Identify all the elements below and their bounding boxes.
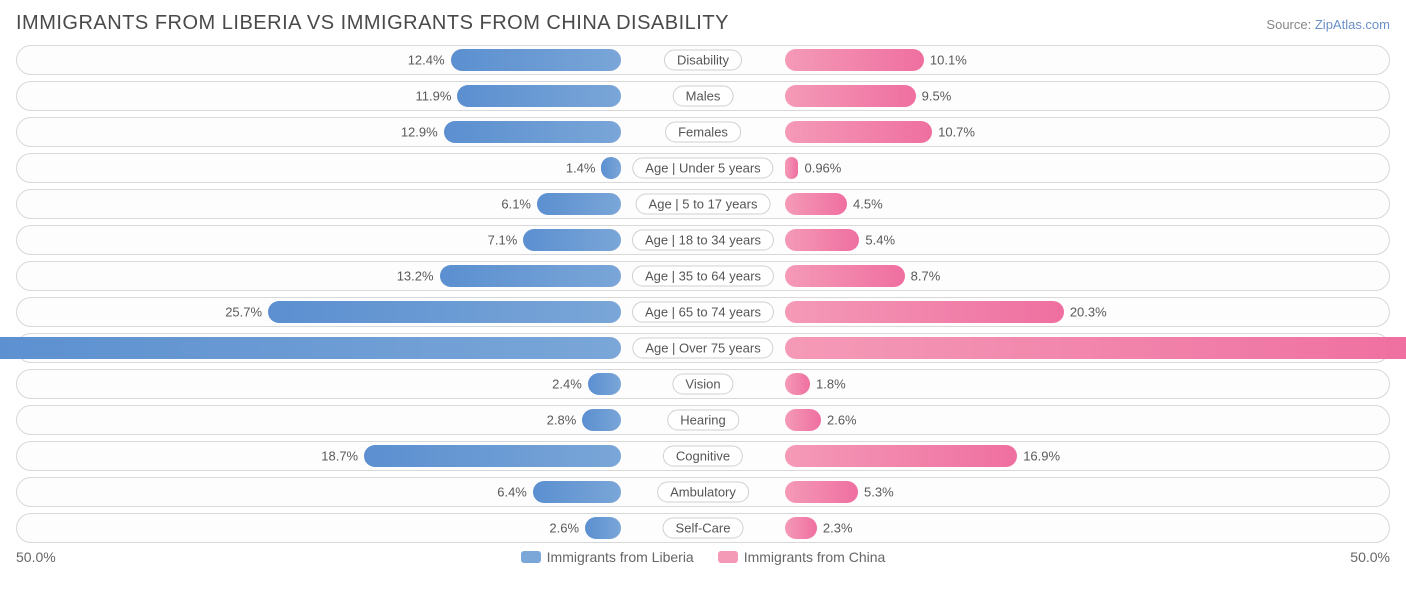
chart-row: 48.1%46.3%Age | Over 75 years [16, 333, 1390, 363]
value-right: 1.8% [816, 377, 846, 392]
bar-right [785, 409, 821, 431]
bar-right [785, 373, 810, 395]
chart-row: 12.9% 10.7% Females [16, 117, 1390, 147]
bar-right [785, 517, 817, 539]
value-left: 6.1% [501, 197, 531, 212]
value-left: 11.9% [416, 89, 452, 104]
bar-left [533, 481, 621, 503]
legend-swatch-left [521, 551, 541, 563]
value-left: 2.6% [549, 521, 579, 536]
bar-left [364, 445, 621, 467]
value-left: 7.1% [488, 233, 518, 248]
source-label: Source: [1266, 17, 1311, 32]
bar-right [785, 157, 798, 179]
bar-right [785, 445, 1017, 467]
chart-row: 6.1% 4.5% Age | 5 to 17 years [16, 189, 1390, 219]
bar-left [0, 337, 621, 359]
bar-left [585, 517, 621, 539]
category-label: Age | 5 to 17 years [636, 194, 771, 215]
bar-left [523, 229, 620, 251]
chart-source: Source: ZipAtlas.com [1266, 17, 1390, 32]
chart-row: 2.8% 2.6% Hearing [16, 405, 1390, 435]
value-left: 1.4% [566, 161, 596, 176]
category-label: Self-Care [663, 518, 744, 539]
bar-right [785, 337, 1406, 359]
bar-right [785, 229, 859, 251]
bar-right [785, 193, 847, 215]
value-left: 18.7% [321, 449, 358, 464]
chart-row: 2.4% 1.8% Vision [16, 369, 1390, 399]
category-label: Vision [672, 374, 733, 395]
source-link[interactable]: ZipAtlas.com [1315, 17, 1390, 32]
value-right: 5.3% [864, 485, 894, 500]
chart-title: IMMIGRANTS FROM LIBERIA VS IMMIGRANTS FR… [16, 12, 729, 35]
value-left: 2.4% [552, 377, 582, 392]
bar-left [601, 157, 620, 179]
value-left: 12.9% [401, 125, 438, 140]
chart-footer: 50.0% Immigrants from Liberia Immigrants… [16, 549, 1390, 565]
chart-legend: Immigrants from Liberia Immigrants from … [56, 549, 1351, 565]
bar-left [457, 85, 620, 107]
diverging-bar-chart: 12.4%10.1%Disability11.9%9.5%Males12.9%1… [16, 45, 1390, 543]
value-right: 16.9% [1023, 449, 1060, 464]
legend-label-right: Immigrants from China [744, 549, 886, 565]
category-label: Ambulatory [657, 482, 749, 503]
value-right: 2.3% [823, 521, 853, 536]
bar-left [451, 49, 621, 71]
legend-item-left: Immigrants from Liberia [521, 549, 694, 565]
bar-left [268, 301, 621, 323]
value-right: 2.6% [827, 413, 857, 428]
category-label: Cognitive [663, 446, 743, 467]
chart-row: 25.7% 20.3% Age | 65 to 74 years [16, 297, 1390, 327]
value-right: 0.96% [804, 161, 841, 176]
value-left: 12.4% [408, 53, 445, 68]
value-right: 9.5% [922, 89, 952, 104]
value-right: 10.1% [930, 53, 967, 68]
category-label: Age | 35 to 64 years [632, 266, 774, 287]
value-left: 13.2% [397, 269, 434, 284]
category-label: Females [665, 122, 741, 143]
axis-right-max: 50.0% [1350, 549, 1390, 565]
axis-left-max: 50.0% [16, 549, 56, 565]
bar-right [785, 49, 924, 71]
value-right: 4.5% [853, 197, 883, 212]
value-right: 10.7% [938, 125, 975, 140]
chart-row: 12.4% 10.1% Disability [16, 45, 1390, 75]
bar-right [785, 301, 1064, 323]
category-label: Age | 18 to 34 years [632, 230, 774, 251]
bar-right [785, 121, 932, 143]
category-label: Disability [664, 50, 742, 71]
bar-left [582, 409, 620, 431]
chart-row: 11.9% 9.5% Males [16, 81, 1390, 111]
legend-item-right: Immigrants from China [718, 549, 886, 565]
category-label: Age | Over 75 years [632, 338, 773, 359]
bar-left [444, 121, 621, 143]
bar-left [440, 265, 621, 287]
category-label: Hearing [667, 410, 739, 431]
legend-swatch-right [718, 551, 738, 563]
legend-label-left: Immigrants from Liberia [547, 549, 694, 565]
chart-row: 7.1% 5.4% Age | 18 to 34 years [16, 225, 1390, 255]
bar-left [588, 373, 621, 395]
bar-left [537, 193, 621, 215]
chart-row: 1.4% 0.96% Age | Under 5 years [16, 153, 1390, 183]
category-label: Age | 65 to 74 years [632, 302, 774, 323]
chart-row: 18.7% 16.9% Cognitive [16, 441, 1390, 471]
value-left: 2.8% [547, 413, 577, 428]
chart-row: 2.6% 2.3% Self-Care [16, 513, 1390, 543]
category-label: Males [673, 86, 734, 107]
value-right: 8.7% [911, 269, 941, 284]
chart-row: 6.4% 5.3% Ambulatory [16, 477, 1390, 507]
value-left: 25.7% [225, 305, 262, 320]
chart-header: IMMIGRANTS FROM LIBERIA VS IMMIGRANTS FR… [16, 12, 1390, 35]
bar-right [785, 265, 904, 287]
category-label: Age | Under 5 years [632, 158, 773, 179]
bar-right [785, 481, 858, 503]
value-right: 20.3% [1070, 305, 1107, 320]
value-left: 6.4% [497, 485, 527, 500]
value-right: 5.4% [865, 233, 895, 248]
chart-row: 13.2% 8.7% Age | 35 to 64 years [16, 261, 1390, 291]
bar-right [785, 85, 915, 107]
